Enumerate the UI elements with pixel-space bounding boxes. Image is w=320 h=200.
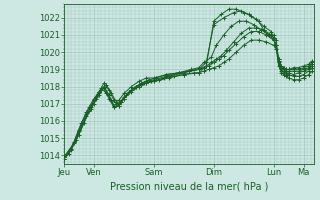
X-axis label: Pression niveau de la mer( hPa ): Pression niveau de la mer( hPa ): [110, 181, 268, 191]
